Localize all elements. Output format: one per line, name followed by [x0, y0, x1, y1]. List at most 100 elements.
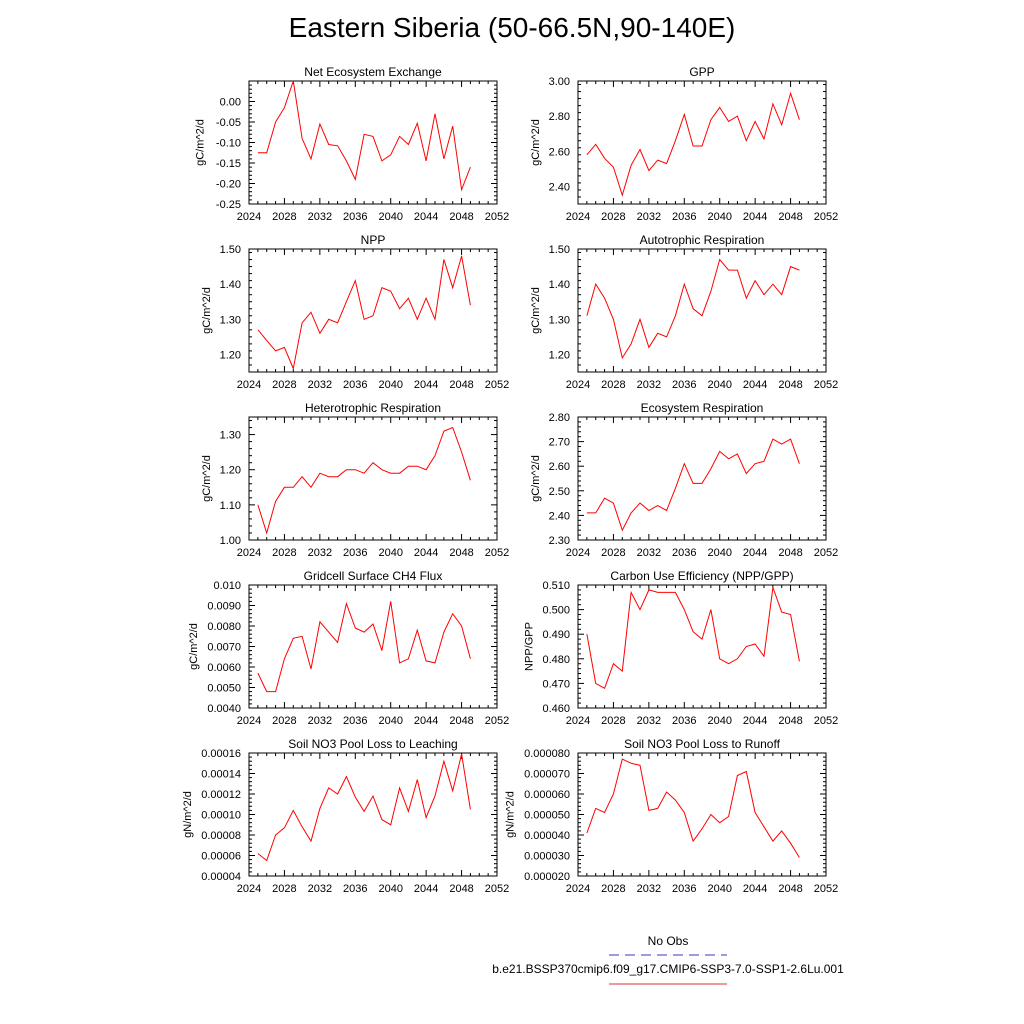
y-tick-label: 1.50: [220, 244, 241, 256]
x-tick-label: 2044: [414, 379, 438, 391]
plot-frame: [577, 248, 827, 373]
x-tick-label: 2024: [566, 715, 590, 727]
y-tick-label: 0.00012: [201, 789, 241, 801]
x-tick-label: 2048: [778, 715, 802, 727]
x-tick-label: 2024: [566, 547, 590, 559]
x-tick-label: 2044: [414, 883, 438, 895]
y-tick-label: -0.10: [216, 138, 241, 150]
series-line: [257, 426, 471, 535]
x-tick-label: 2048: [449, 379, 473, 391]
x-tick-label: 2028: [272, 211, 296, 223]
x-tick-label: 2028: [601, 715, 625, 727]
panel-title: Heterotrophic Respiration: [305, 401, 441, 415]
series-line: [257, 80, 471, 192]
y-axis-label: gN/m^2/d: [182, 791, 194, 838]
y-tick-label: 1.20: [220, 465, 241, 477]
x-tick-label: 2032: [637, 547, 661, 559]
y-axis-label: gC/m^2/d: [201, 287, 213, 334]
series-line: [586, 758, 800, 858]
y-tick-label: 0.000050: [524, 810, 570, 822]
panel-title: Gridcell Surface CH4 Flux: [304, 569, 443, 583]
y-tick-label: 1.20: [220, 349, 241, 361]
x-tick-label: 2032: [308, 715, 332, 727]
y-tick-label: 1.50: [549, 244, 570, 256]
y-tick-label: 2.60: [549, 461, 570, 473]
x-tick-label: 2052: [485, 211, 509, 223]
panel-title: Autotrophic Respiration: [640, 233, 765, 247]
y-tick-label: 1.10: [220, 500, 241, 512]
x-tick-label: 2052: [485, 883, 509, 895]
panel-title: Net Ecosystem Exchange: [304, 65, 442, 79]
x-tick-label: 2048: [449, 883, 473, 895]
panel-5: Heterotrophic Respiration 2024 2028 2032 203…: [201, 401, 509, 559]
y-tick-label: 1.30: [220, 314, 241, 326]
series-line: [586, 91, 800, 197]
series-line: [257, 753, 471, 862]
x-tick-label: 2040: [707, 883, 731, 895]
x-tick-label: 2048: [449, 211, 473, 223]
x-tick-label: 2032: [637, 379, 661, 391]
x-tick-label: 2024: [237, 883, 261, 895]
panel-4: Autotrophic Respiration 2024 2028 2032 2036 2…: [530, 233, 838, 391]
y-tick-label: 0.0070: [207, 642, 241, 654]
x-tick-label: 2024: [566, 379, 590, 391]
x-tick-label: 2052: [485, 715, 509, 727]
x-tick-label: 2028: [272, 883, 296, 895]
series-line: [586, 258, 800, 360]
x-tick-label: 2036: [672, 379, 696, 391]
y-axis-label: gC/m^2/d: [530, 455, 542, 502]
x-tick-label: 2048: [778, 883, 802, 895]
x-tick-label: 2024: [237, 547, 261, 559]
x-tick-label: 2044: [743, 379, 767, 391]
y-tick-label: 3.00: [549, 76, 570, 88]
y-tick-label: 0.460: [542, 703, 570, 715]
x-tick-label: 2024: [237, 211, 261, 223]
x-tick-label: 2048: [449, 715, 473, 727]
x-tick-label: 2040: [707, 547, 731, 559]
plot-frame: [248, 80, 498, 205]
y-axis-label: gC/m^2/d: [530, 287, 542, 334]
y-tick-label: 0.0090: [207, 601, 241, 613]
x-tick-label: 2052: [485, 547, 509, 559]
y-tick-label: 0.510: [542, 580, 570, 592]
plot-frame: [577, 416, 827, 541]
series-line: [257, 255, 471, 371]
x-tick-label: 2028: [272, 547, 296, 559]
x-tick-label: 2040: [378, 883, 402, 895]
x-tick-label: 2028: [601, 379, 625, 391]
y-tick-label: 0.0040: [207, 703, 241, 715]
y-tick-label: 0.470: [542, 678, 570, 690]
plot-frame: [577, 584, 827, 709]
x-tick-label: 2036: [343, 883, 367, 895]
y-tick-label: 0.00010: [201, 810, 241, 822]
y-axis-label: gC/m^2/d: [201, 455, 213, 502]
x-tick-label: 2048: [449, 547, 473, 559]
y-tick-label: 2.40: [549, 181, 570, 193]
x-tick-label: 2024: [237, 715, 261, 727]
y-axis-label: gN/m^2/d: [505, 791, 517, 838]
panel-title: Ecosystem Respiration: [641, 401, 764, 415]
y-tick-label: -0.25: [216, 199, 241, 211]
panel-7: Gridcell Surface CH4 Flux 2024 2028 2032 203…: [188, 569, 509, 727]
x-tick-label: 2032: [637, 715, 661, 727]
x-tick-label: 2040: [378, 379, 402, 391]
x-tick-label: 2024: [566, 883, 590, 895]
plot-frame: [248, 416, 498, 541]
panel-10: Soil NO3 Pool Loss to Runoff 2024 2028 2032…: [505, 737, 839, 895]
figure-title: Eastern Siberia (50-66.5N,90-140E): [288, 12, 736, 43]
y-tick-label: 0.000080: [524, 748, 570, 760]
x-tick-label: 2036: [672, 211, 696, 223]
panel-title: NPP: [361, 233, 386, 247]
x-tick-label: 2044: [743, 715, 767, 727]
legend: No Obs b.e21.BSSP370cmip6.f09_g17.CMIP6-S…: [492, 934, 844, 985]
x-tick-label: 2032: [308, 379, 332, 391]
x-tick-label: 2048: [778, 379, 802, 391]
x-tick-label: 2052: [485, 379, 509, 391]
y-tick-label: 2.30: [549, 535, 570, 547]
x-tick-label: 2036: [672, 547, 696, 559]
x-tick-label: 2032: [637, 883, 661, 895]
x-tick-label: 2040: [378, 715, 402, 727]
y-tick-label: 0.010: [213, 580, 241, 592]
x-tick-label: 2040: [707, 211, 731, 223]
x-tick-label: 2044: [414, 715, 438, 727]
